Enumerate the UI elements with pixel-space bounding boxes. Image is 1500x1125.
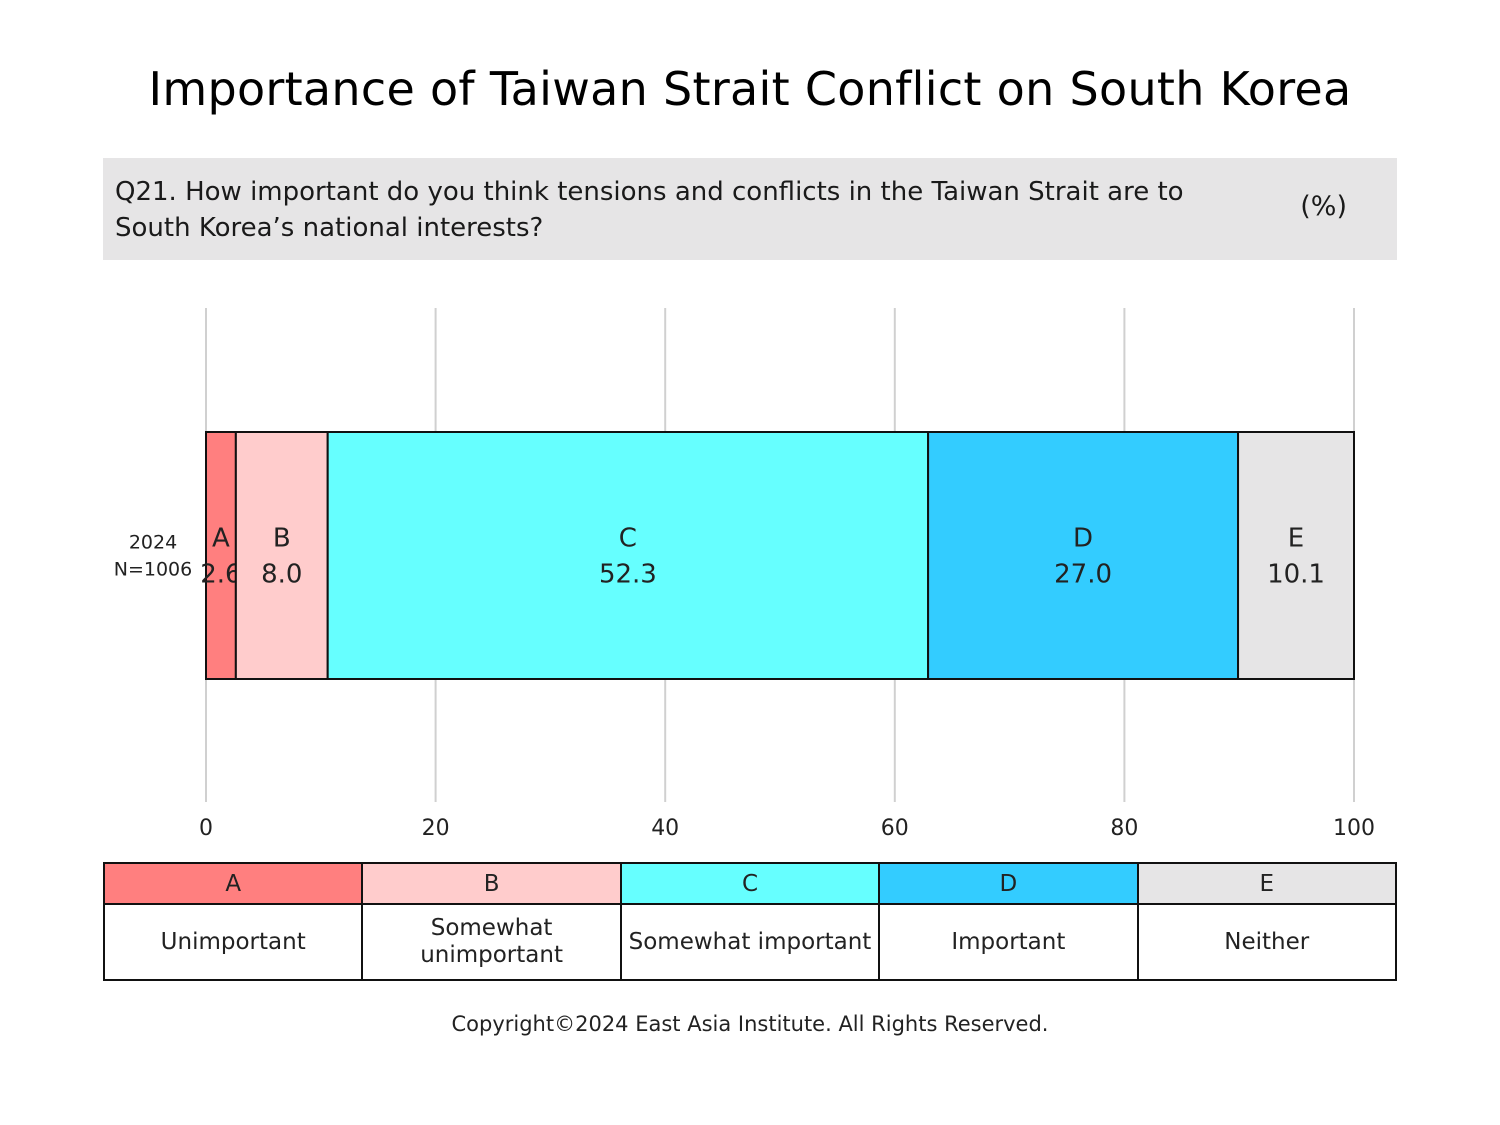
legend-code-c: C bbox=[619, 862, 881, 905]
x-tick-label: 40 bbox=[651, 816, 679, 841]
stacked-bar-chart: 0 20 40 60 80 100 2024 N=1006 A 2.6 B 8.0 C 52.3 D 27.0… bbox=[114, 308, 1375, 841]
legend-table: A B C D E Unimportant Somewhat unimporta… bbox=[102, 862, 1398, 981]
legend-code-e: E bbox=[1136, 862, 1398, 905]
bar-segment-e bbox=[1237, 431, 1355, 680]
legend-label-c: Somewhat important bbox=[619, 903, 881, 981]
legend-label-d: Important bbox=[878, 903, 1139, 981]
unit-label: (%) bbox=[1300, 191, 1347, 222]
x-tick-label: 20 bbox=[422, 816, 450, 841]
legend-code-b: B bbox=[361, 862, 622, 905]
segment-name-label: C bbox=[619, 524, 637, 554]
legend-header-row: A B C D E bbox=[102, 862, 1398, 905]
segment-name-label: B bbox=[273, 524, 291, 554]
segment-value-label: 8.0 bbox=[261, 560, 302, 590]
segment-value-label: 52.3 bbox=[599, 560, 657, 590]
legend-label-a: Unimportant bbox=[102, 903, 364, 981]
x-tick-label: 60 bbox=[881, 816, 909, 841]
chart-title: Importance of Taiwan Strait Conflict on … bbox=[148, 62, 1352, 116]
bar-segment-a bbox=[205, 431, 237, 680]
segment-name-label: E bbox=[1288, 524, 1304, 554]
bar-segment-b bbox=[234, 431, 329, 680]
x-tick-label: 80 bbox=[1110, 816, 1138, 841]
x-tick-label: 100 bbox=[1333, 816, 1375, 841]
legend-description-row: Unimportant Somewhat unimportant Somewha… bbox=[102, 903, 1398, 981]
segment-value-label: 27.0 bbox=[1054, 560, 1112, 590]
segment-value-label: 10.1 bbox=[1267, 560, 1325, 590]
legend-code-d: D bbox=[878, 862, 1139, 905]
category-label: 2024 bbox=[129, 532, 177, 554]
question-text: Q21. How important do you think tensions… bbox=[115, 177, 1184, 243]
segment-value-label: 2.6 bbox=[200, 560, 241, 590]
legend-label-e: Neither bbox=[1136, 903, 1398, 981]
category-sublabel: N=1006 bbox=[114, 559, 193, 581]
segment-name-label: D bbox=[1073, 524, 1093, 554]
segment-name-label: A bbox=[212, 524, 230, 554]
question-box: Q21. How important do you think tensions… bbox=[103, 158, 1397, 260]
legend-label-b: Somewhat unimportant bbox=[361, 903, 622, 981]
legend-code-a: A bbox=[102, 862, 364, 905]
x-tick-label: 0 bbox=[199, 816, 213, 841]
bar-segment-d bbox=[927, 431, 1240, 680]
copyright-notice: Copyright©2024 East Asia Institute. All … bbox=[451, 1012, 1049, 1036]
bar-segment-c bbox=[326, 431, 930, 680]
